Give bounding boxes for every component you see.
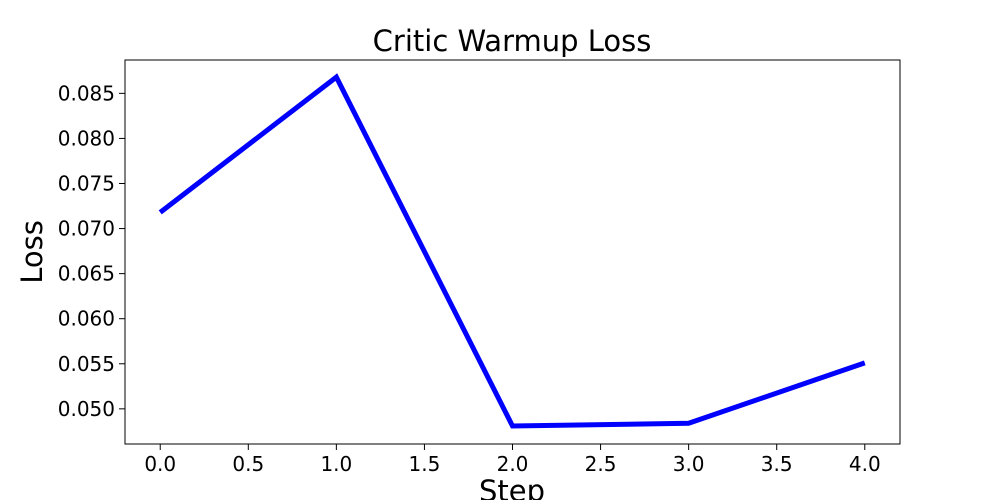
y-tick-label: 0.055 [58,352,115,376]
y-tick-label: 0.085 [58,81,115,105]
x-tick-label: 3.5 [761,452,793,476]
x-tick-label: 1.5 [409,452,441,476]
x-tick-label: 1.0 [320,452,352,476]
x-tick-label: 3.0 [673,452,705,476]
y-tick-label: 0.060 [58,307,115,331]
y-tick-label: 0.080 [58,126,115,150]
x-tick-label: 2.5 [585,452,617,476]
y-axis-label: Loss [15,220,49,284]
x-tick-label: 0.5 [232,452,264,476]
x-tick-label: 2.0 [497,452,529,476]
series-group [158,73,866,429]
series-line [158,73,866,429]
y-tick-label: 0.050 [58,397,115,421]
x-axis-label: Step [479,474,545,500]
x-tick-label: 0.0 [144,452,176,476]
y-axis-ticks: 0.050 0.055 0.060 0.065 0.070 0.075 0.080 0.085 [58,81,125,421]
y-tick-label: 0.075 [58,171,115,195]
y-tick-label: 0.065 [58,262,115,286]
chart-title: Critic Warmup Loss [373,24,652,58]
x-tick-label: 4.0 [849,452,881,476]
y-tick-label: 0.070 [58,217,115,241]
x-axis-ticks: 0.0 0.5 1.0 1.5 2.0 2.5 3.0 3.5 4.0 [144,444,881,476]
